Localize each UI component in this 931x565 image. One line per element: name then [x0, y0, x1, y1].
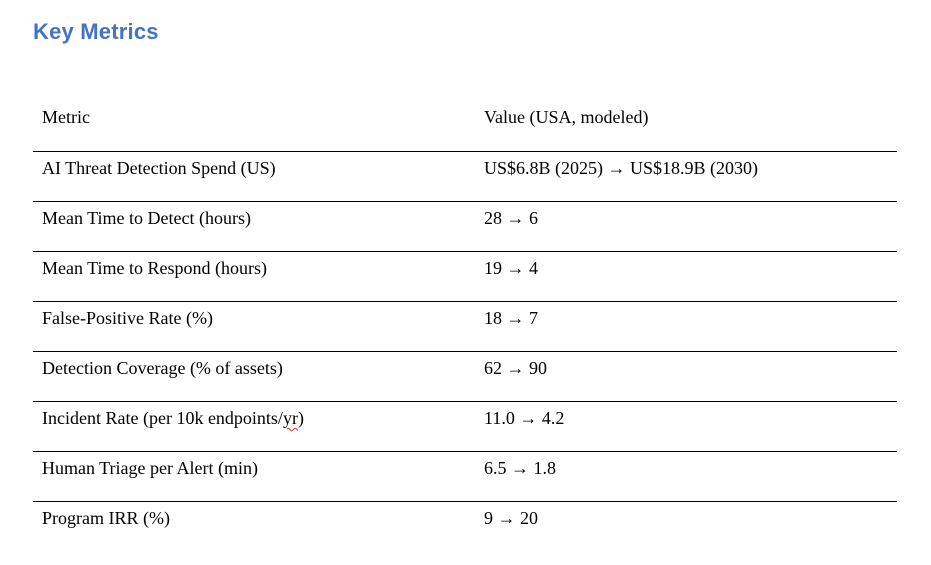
value-cell: US$6.8B (2025) → US$18.9B (2030)	[484, 158, 759, 178]
value-cell: 62 → 90	[484, 358, 547, 378]
metric-text: AI Threat Detection Spend (US)	[42, 158, 276, 178]
value-cell: 28 → 6	[484, 208, 538, 228]
metric-text: False-Positive Rate (%)	[42, 308, 213, 328]
metric-text: )	[297, 408, 304, 428]
metric-cell: AI Threat Detection Spend (US)	[33, 156, 475, 201]
metric-text: Incident Rate (per 10k endpoints/	[42, 408, 283, 428]
key-metrics-table: Metric Value (USA, modeled) AI Threat De…	[33, 105, 897, 551]
metric-cell: Mean Time to Detect (hours)	[33, 206, 475, 251]
metric-cell: Program IRR (%)	[33, 506, 475, 551]
table-row: Human Triage per Alert (min) 6.5 → 1.8	[33, 451, 897, 501]
table-row: Program IRR (%) 9 → 20	[33, 501, 897, 551]
table-body: AI Threat Detection Spend (US) US$6.8B (2…	[33, 151, 897, 551]
table-header-row: Metric Value (USA, modeled)	[33, 105, 897, 151]
value-cell: 11.0 → 4.2	[484, 408, 565, 428]
value-cell: 18 → 7	[484, 308, 538, 328]
value-cell: 19 → 4	[484, 258, 538, 278]
metric-text: Program IRR (%)	[42, 508, 170, 528]
spellcheck-underline: yr	[282, 408, 298, 428]
metric-cell: Detection Coverage (% of assets)	[33, 356, 475, 401]
metric-text: Mean Time to Detect (hours)	[42, 208, 251, 228]
metric-cell: Mean Time to Respond (hours)	[33, 256, 475, 301]
value-cell: 9 → 20	[484, 508, 538, 528]
metric-cell: Human Triage per Alert (min)	[33, 456, 475, 501]
table-row: Mean Time to Respond (hours) 19 → 4	[33, 251, 897, 301]
table-row: Incident Rate (per 10k endpoints/yr) 11.0…	[33, 401, 897, 451]
table-row: Detection Coverage (% of assets) 62 → 90	[33, 351, 897, 401]
metric-text: Mean Time to Respond (hours)	[42, 258, 267, 278]
header-metric: Metric	[42, 107, 90, 127]
page-title: Key Metrics	[33, 19, 159, 44]
metric-cell: Incident Rate (per 10k endpoints/yr)	[33, 406, 475, 451]
value-cell: 6.5 → 1.8	[484, 458, 556, 478]
metric-text: Detection Coverage (% of assets)	[42, 358, 283, 378]
table-row: False-Positive Rate (%) 18 → 7	[33, 301, 897, 351]
metric-cell: False-Positive Rate (%)	[33, 306, 475, 351]
table-row: AI Threat Detection Spend (US) US$6.8B (2…	[33, 151, 897, 201]
header-value: Value (USA, modeled)	[484, 107, 649, 127]
metric-text: Human Triage per Alert (min)	[42, 458, 258, 478]
document-page: Key Metrics Metric Value (USA, modeled) …	[33, 19, 897, 551]
table-row: Mean Time to Detect (hours) 28 → 6	[33, 201, 897, 251]
